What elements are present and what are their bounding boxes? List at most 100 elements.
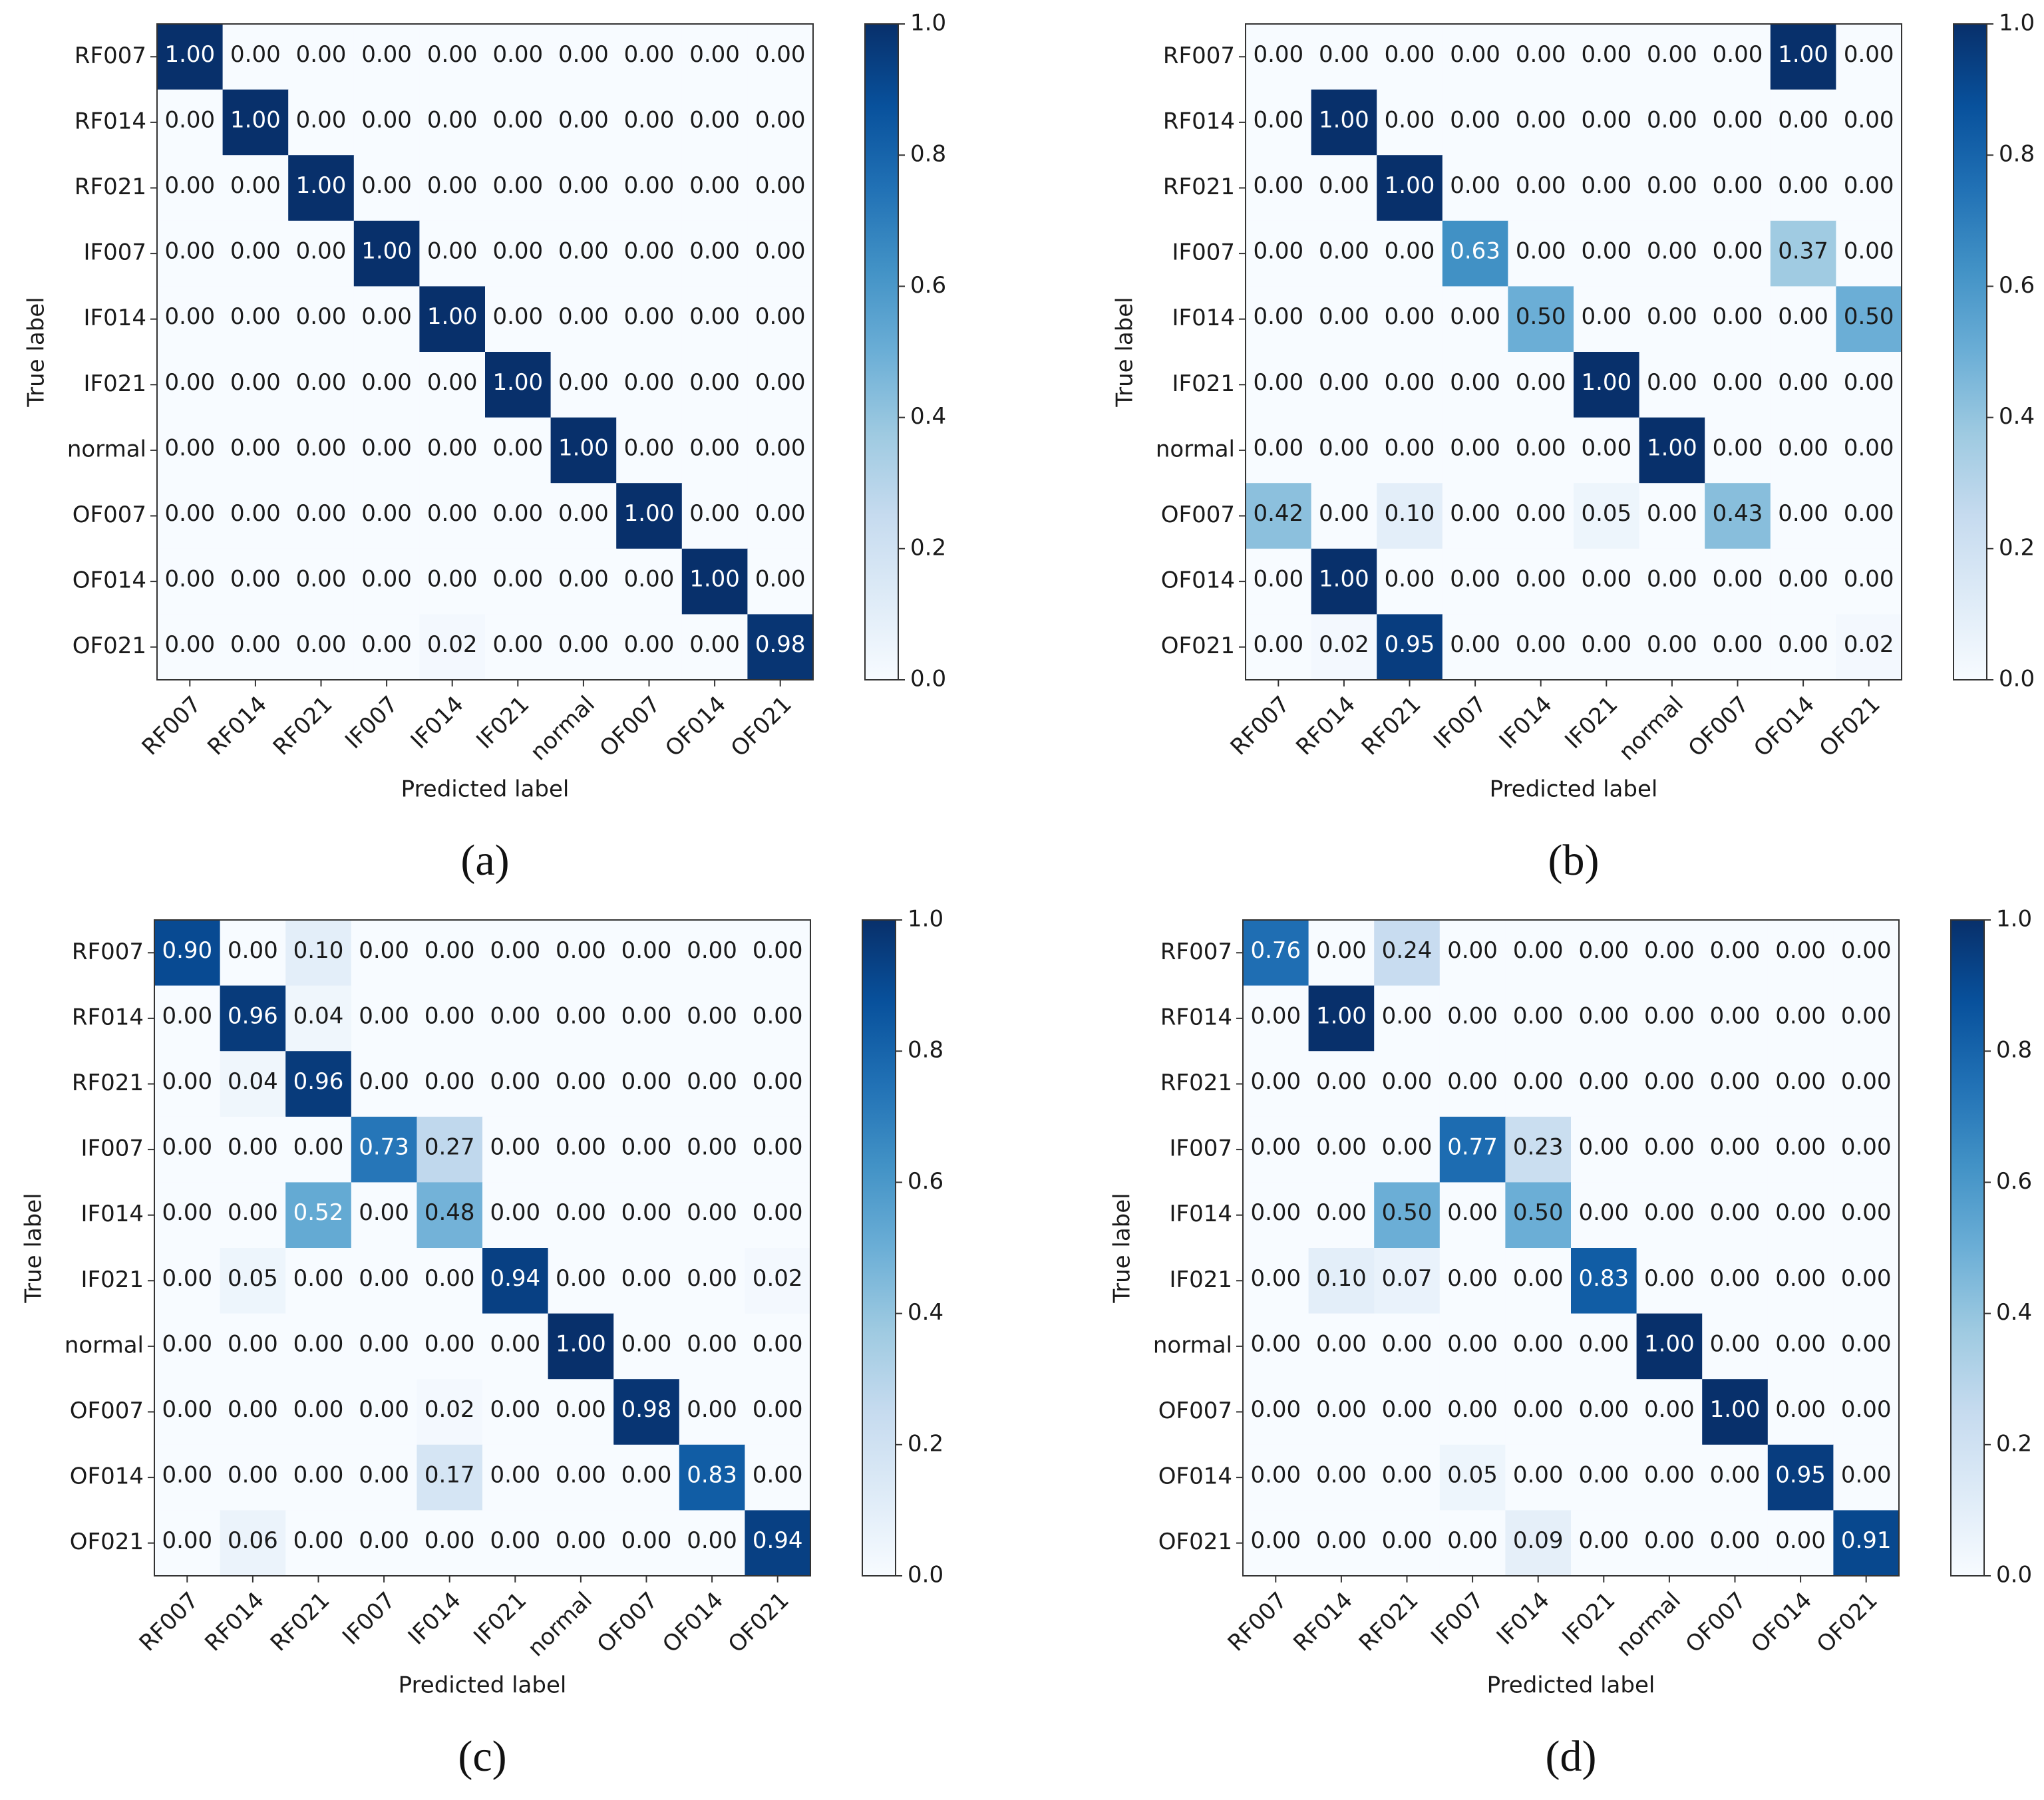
- y-tick-label: OF014: [1158, 1463, 1232, 1490]
- heatmap-cell: [220, 1379, 286, 1445]
- heatmap-cell: [1377, 89, 1443, 156]
- y-tick-label: OF007: [1161, 502, 1235, 528]
- cell-value: 0.00: [1250, 1068, 1301, 1095]
- plot-frame: [1245, 23, 1902, 680]
- cell-value: 0.00: [1844, 369, 1894, 396]
- heatmap-cell: [485, 417, 552, 484]
- cell-value: 0.05: [228, 1265, 278, 1292]
- heatmap-cell: [1308, 1248, 1375, 1314]
- cell-value: 0.00: [1644, 1134, 1695, 1161]
- y-tick-label: RF014: [1163, 108, 1235, 134]
- heatmap-cell: [1243, 1444, 1309, 1511]
- cell-value: 0.00: [556, 1199, 606, 1226]
- heatmap-cell: [1243, 1379, 1309, 1445]
- heatmap-cell: [285, 1116, 352, 1183]
- cell-value: 0.00: [1516, 631, 1566, 658]
- cell-value: 0.00: [1513, 1265, 1564, 1292]
- heatmap-cell: [1705, 220, 1771, 287]
- heatmap-cell: [1442, 352, 1508, 418]
- colorbar-tick-label: 0.2: [910, 534, 946, 561]
- heatmap-cell: [1574, 352, 1640, 418]
- colorbar-tick-label: 0.6: [1996, 1168, 2032, 1195]
- cell-value: 0.77: [1447, 1134, 1498, 1161]
- heatmap-cell: [285, 1379, 352, 1445]
- heatmap-cell: [1702, 1116, 1769, 1183]
- cell-value: 0.00: [1385, 106, 1435, 133]
- heatmap-cell: [747, 417, 814, 484]
- cell-value: 0.00: [1382, 1068, 1433, 1095]
- x-tick-label: IF007: [337, 1587, 401, 1650]
- heatmap-cell: [1836, 155, 1902, 222]
- cell-value: 0.00: [230, 369, 281, 396]
- cell-value: 0.06: [228, 1527, 278, 1554]
- heatmap-cell: [1442, 286, 1508, 353]
- heatmap-cell: [1636, 1116, 1703, 1183]
- heatmap-cell: [1836, 483, 1902, 549]
- heatmap-cell: [1639, 548, 1705, 615]
- cell-value: 0.00: [492, 41, 543, 68]
- heatmap-cell: [1508, 220, 1574, 287]
- cell-value: 0.02: [425, 1396, 475, 1423]
- cell-value: 0.00: [624, 631, 675, 658]
- cell-value: 0.00: [1316, 937, 1367, 964]
- cell-value: 0.00: [228, 1330, 278, 1357]
- heatmap-cell: [1702, 1248, 1769, 1314]
- heatmap-cell: [681, 286, 748, 353]
- heatmap-cell: [419, 89, 486, 156]
- heatmap-cell: [1508, 155, 1574, 222]
- cell-value: 0.00: [1253, 106, 1303, 133]
- heatmap-cell: [548, 1051, 614, 1118]
- cell-value: 0.00: [1319, 41, 1369, 68]
- heatmap-cell: [485, 548, 552, 615]
- heatmap-cell: [157, 155, 224, 222]
- cell-value: 0.00: [1710, 1002, 1761, 1029]
- cell-value: 0.00: [296, 106, 347, 133]
- cell-value: 0.00: [359, 1462, 409, 1489]
- cell-value: 0.00: [1841, 937, 1892, 964]
- cell-value: 0.00: [1844, 41, 1894, 68]
- heatmap-cell: [548, 1116, 614, 1183]
- heatmap-cell: [1442, 614, 1508, 680]
- cell-value: 0.00: [1778, 566, 1828, 593]
- cell-value: 0.00: [1516, 566, 1566, 593]
- heatmap-cell: [1571, 1313, 1637, 1380]
- cell-value: 0.00: [1647, 172, 1697, 199]
- y-tick-label: IF014: [1170, 1201, 1232, 1227]
- cell-value: 0.09: [1513, 1527, 1564, 1554]
- heatmap-cell: [351, 920, 417, 986]
- cell-value: 0.00: [162, 1527, 212, 1554]
- cell-value: 0.00: [361, 500, 412, 527]
- heatmap-cell: [157, 286, 224, 353]
- heatmap-cell: [1374, 1313, 1441, 1380]
- y-tick-label: OF021: [73, 633, 146, 659]
- heatmap-cell: [616, 483, 683, 549]
- heatmap-cell: [288, 220, 355, 287]
- x-tick-label: OF021: [1814, 691, 1886, 762]
- cell-value: 0.00: [359, 1330, 409, 1357]
- cell-value: 0.00: [687, 1134, 737, 1161]
- cell-value: 0.04: [293, 1002, 344, 1029]
- cell-value: 0.00: [1775, 1002, 1826, 1029]
- heatmap-cell: [285, 1510, 352, 1576]
- x-tick-label: OF007: [1681, 1587, 1752, 1658]
- colorbar: 0.0 0.2 0.4 0.6 0.8 1.0: [1950, 906, 2032, 1588]
- x-tick-label: RF021: [265, 1587, 335, 1657]
- heatmap-cell: [1377, 24, 1443, 90]
- heatmap-cell: [154, 985, 221, 1052]
- heatmap-cell: [1505, 1510, 1572, 1576]
- heatmap-cell: [1705, 614, 1771, 680]
- cell-value: 0.00: [1647, 238, 1697, 265]
- heatmap-cell: [1770, 417, 1836, 484]
- cell-value: 0.00: [1841, 1002, 1892, 1029]
- cell-value: 0.00: [427, 369, 478, 396]
- cell-value: 0.00: [558, 106, 609, 133]
- cell-value: 0.00: [1450, 631, 1500, 658]
- heatmap-cell: [1311, 614, 1377, 680]
- heatmap-cell: [482, 920, 549, 986]
- x-tick-label: OF021: [726, 691, 797, 762]
- cell-value: 0.00: [1513, 1330, 1564, 1357]
- y-axis-ticks: RF007 RF014 RF021 IF007 IF014 IF021 normal OF00…: [67, 43, 157, 659]
- cell-value: 0.00: [1250, 1330, 1301, 1357]
- cell-value: 0.00: [425, 1265, 475, 1292]
- cell-value: 1.00: [1647, 434, 1697, 461]
